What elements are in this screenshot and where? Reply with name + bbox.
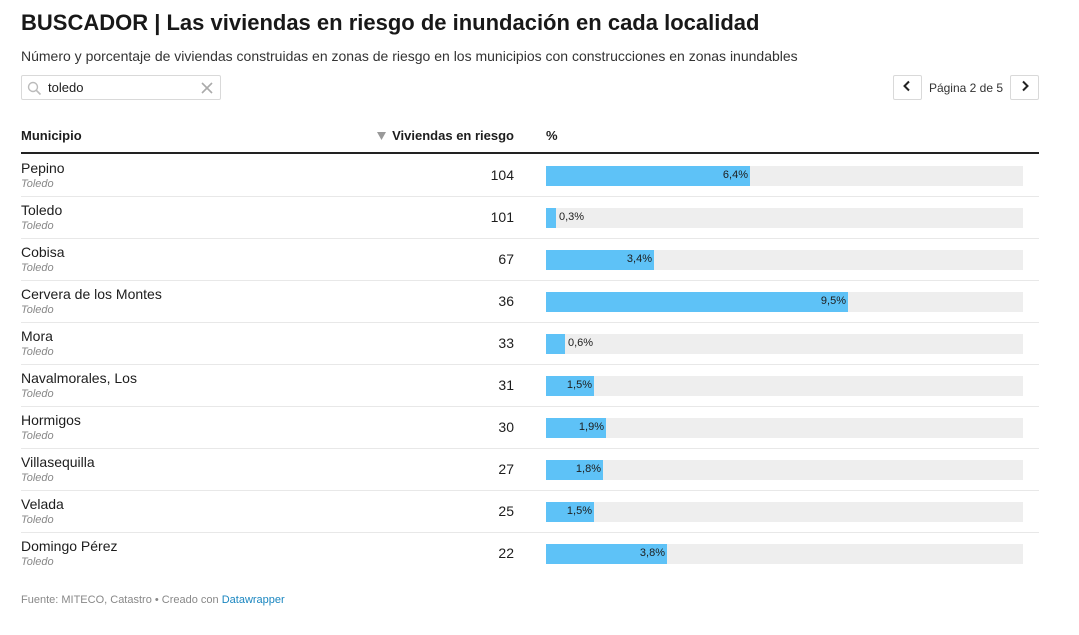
- table-row: Navalmorales, Los Toledo 31 1,5%: [21, 365, 1039, 407]
- viviendas-value: 33: [498, 335, 514, 351]
- table-row: Hormigos Toledo 30 1,9%: [21, 407, 1039, 449]
- pct-label: 9,5%: [820, 295, 846, 307]
- page-title: BUSCADOR | Las viviendas en riesgo de in…: [21, 10, 760, 35]
- table-body: Pepino Toledo 104 6,4% Toledo Toledo 101 0,3% Co…: [21, 155, 1039, 575]
- viviendas-value: 22: [498, 545, 514, 561]
- pct-bar-track: 0,3%: [546, 208, 1023, 228]
- column-header-pct[interactable]: %: [546, 128, 558, 143]
- prev-page-button[interactable]: [892, 75, 922, 100]
- provincia-name: Toledo: [21, 514, 54, 526]
- provincia-name: Toledo: [21, 556, 54, 568]
- provincia-name: Toledo: [21, 430, 54, 442]
- pct-bar-track: 1,9%: [546, 418, 1023, 438]
- municipio-name: Hormigos: [21, 412, 81, 428]
- table-row: Mora Toledo 33 0,6%: [21, 323, 1039, 365]
- column-header-viviendas[interactable]: Viviendas en riesgo: [377, 128, 514, 143]
- pct-bar: [546, 166, 750, 186]
- viviendas-value: 67: [498, 251, 514, 267]
- search-box: [21, 75, 221, 100]
- provincia-name: Toledo: [21, 388, 54, 400]
- page-indicator: Página 2 de 5: [928, 80, 1003, 95]
- viviendas-value: 30: [498, 419, 514, 435]
- viviendas-value: 104: [490, 167, 514, 183]
- column-header-municipio[interactable]: Municipio: [21, 128, 82, 143]
- municipio-name: Pepino: [21, 160, 65, 176]
- viviendas-value: 25: [498, 503, 514, 519]
- pct-bar: [546, 460, 603, 480]
- municipio-name: Mora: [21, 328, 53, 344]
- table-row: Pepino Toledo 104 6,4%: [21, 155, 1039, 197]
- chevron-right-icon: [1020, 79, 1030, 97]
- table-row: Velada Toledo 25 1,5%: [21, 491, 1039, 533]
- pct-label: 0,3%: [559, 211, 585, 223]
- table-header: Municipio Viviendas en riesgo %: [21, 118, 1039, 154]
- pagination: Página 2 de 5: [892, 75, 1039, 100]
- provincia-name: Toledo: [21, 304, 54, 316]
- pct-bar-track: 0,6%: [546, 334, 1023, 354]
- table-row: Villasequilla Toledo 27 1,8%: [21, 449, 1039, 491]
- municipio-name: Cervera de los Montes: [21, 286, 162, 302]
- page-subtitle: Número y porcentaje de viviendas constru…: [21, 48, 798, 64]
- pct-label: 6,4%: [722, 169, 748, 181]
- pct-bar: [546, 250, 654, 270]
- table-row: Cobisa Toledo 67 3,4%: [21, 239, 1039, 281]
- provincia-name: Toledo: [21, 178, 54, 190]
- pct-bar: [546, 334, 565, 354]
- pct-bar-track: 1,5%: [546, 376, 1023, 396]
- viviendas-value: 31: [498, 377, 514, 393]
- pct-label: 1,5%: [566, 505, 592, 517]
- pct-bar: [546, 502, 594, 522]
- pct-bar-track: 1,8%: [546, 460, 1023, 480]
- pct-bar-track: 9,5%: [546, 292, 1023, 312]
- viviendas-value: 101: [490, 209, 514, 225]
- pct-label: 1,5%: [566, 379, 592, 391]
- close-icon[interactable]: [201, 82, 213, 94]
- municipio-name: Navalmorales, Los: [21, 370, 137, 386]
- footer-source: Fuente: MITECO, Catastro • Creado con: [21, 594, 222, 606]
- pct-bar: [546, 208, 556, 228]
- pct-bar-track: 3,4%: [546, 250, 1023, 270]
- pct-label: 3,8%: [639, 547, 665, 559]
- provincia-name: Toledo: [21, 346, 54, 358]
- column-header-viviendas-label: Viviendas en riesgo: [392, 128, 514, 143]
- next-page-button[interactable]: [1010, 75, 1039, 100]
- pct-bar: [546, 418, 606, 438]
- provincia-name: Toledo: [21, 472, 54, 484]
- municipio-name: Domingo Pérez: [21, 538, 118, 554]
- sort-descending-icon: [377, 128, 387, 143]
- pct-label: 1,9%: [578, 421, 604, 433]
- table-row: Cervera de los Montes Toledo 36 9,5%: [21, 281, 1039, 323]
- table-row: Domingo Pérez Toledo 22 3,8%: [21, 533, 1039, 575]
- pct-bar: [546, 376, 594, 396]
- footer-link[interactable]: Datawrapper: [221, 594, 285, 606]
- pct-label: 3,4%: [626, 253, 652, 265]
- viviendas-value: 36: [498, 293, 514, 309]
- pct-bar: [546, 292, 848, 312]
- footer: Fuente: MITECO, Catastro • Creado con Da…: [21, 594, 285, 606]
- pct-bar: [546, 544, 667, 564]
- search-icon: [27, 81, 42, 96]
- search-input[interactable]: [48, 78, 196, 97]
- pct-label: 1,8%: [575, 463, 601, 475]
- municipio-name: Villasequilla: [21, 454, 95, 470]
- municipio-name: Toledo: [21, 202, 63, 218]
- table-row: Toledo Toledo 101 0,3%: [21, 197, 1039, 239]
- pct-label: 0,6%: [568, 337, 594, 349]
- pct-bar-track: 6,4%: [546, 166, 1023, 186]
- pct-bar-track: 3,8%: [546, 544, 1023, 564]
- provincia-name: Toledo: [21, 220, 54, 232]
- provincia-name: Toledo: [21, 262, 54, 274]
- chevron-left-icon: [902, 79, 912, 97]
- viviendas-value: 27: [498, 461, 514, 477]
- pct-bar-track: 1,5%: [546, 502, 1023, 522]
- municipio-name: Velada: [21, 496, 64, 512]
- municipio-name: Cobisa: [21, 244, 65, 260]
